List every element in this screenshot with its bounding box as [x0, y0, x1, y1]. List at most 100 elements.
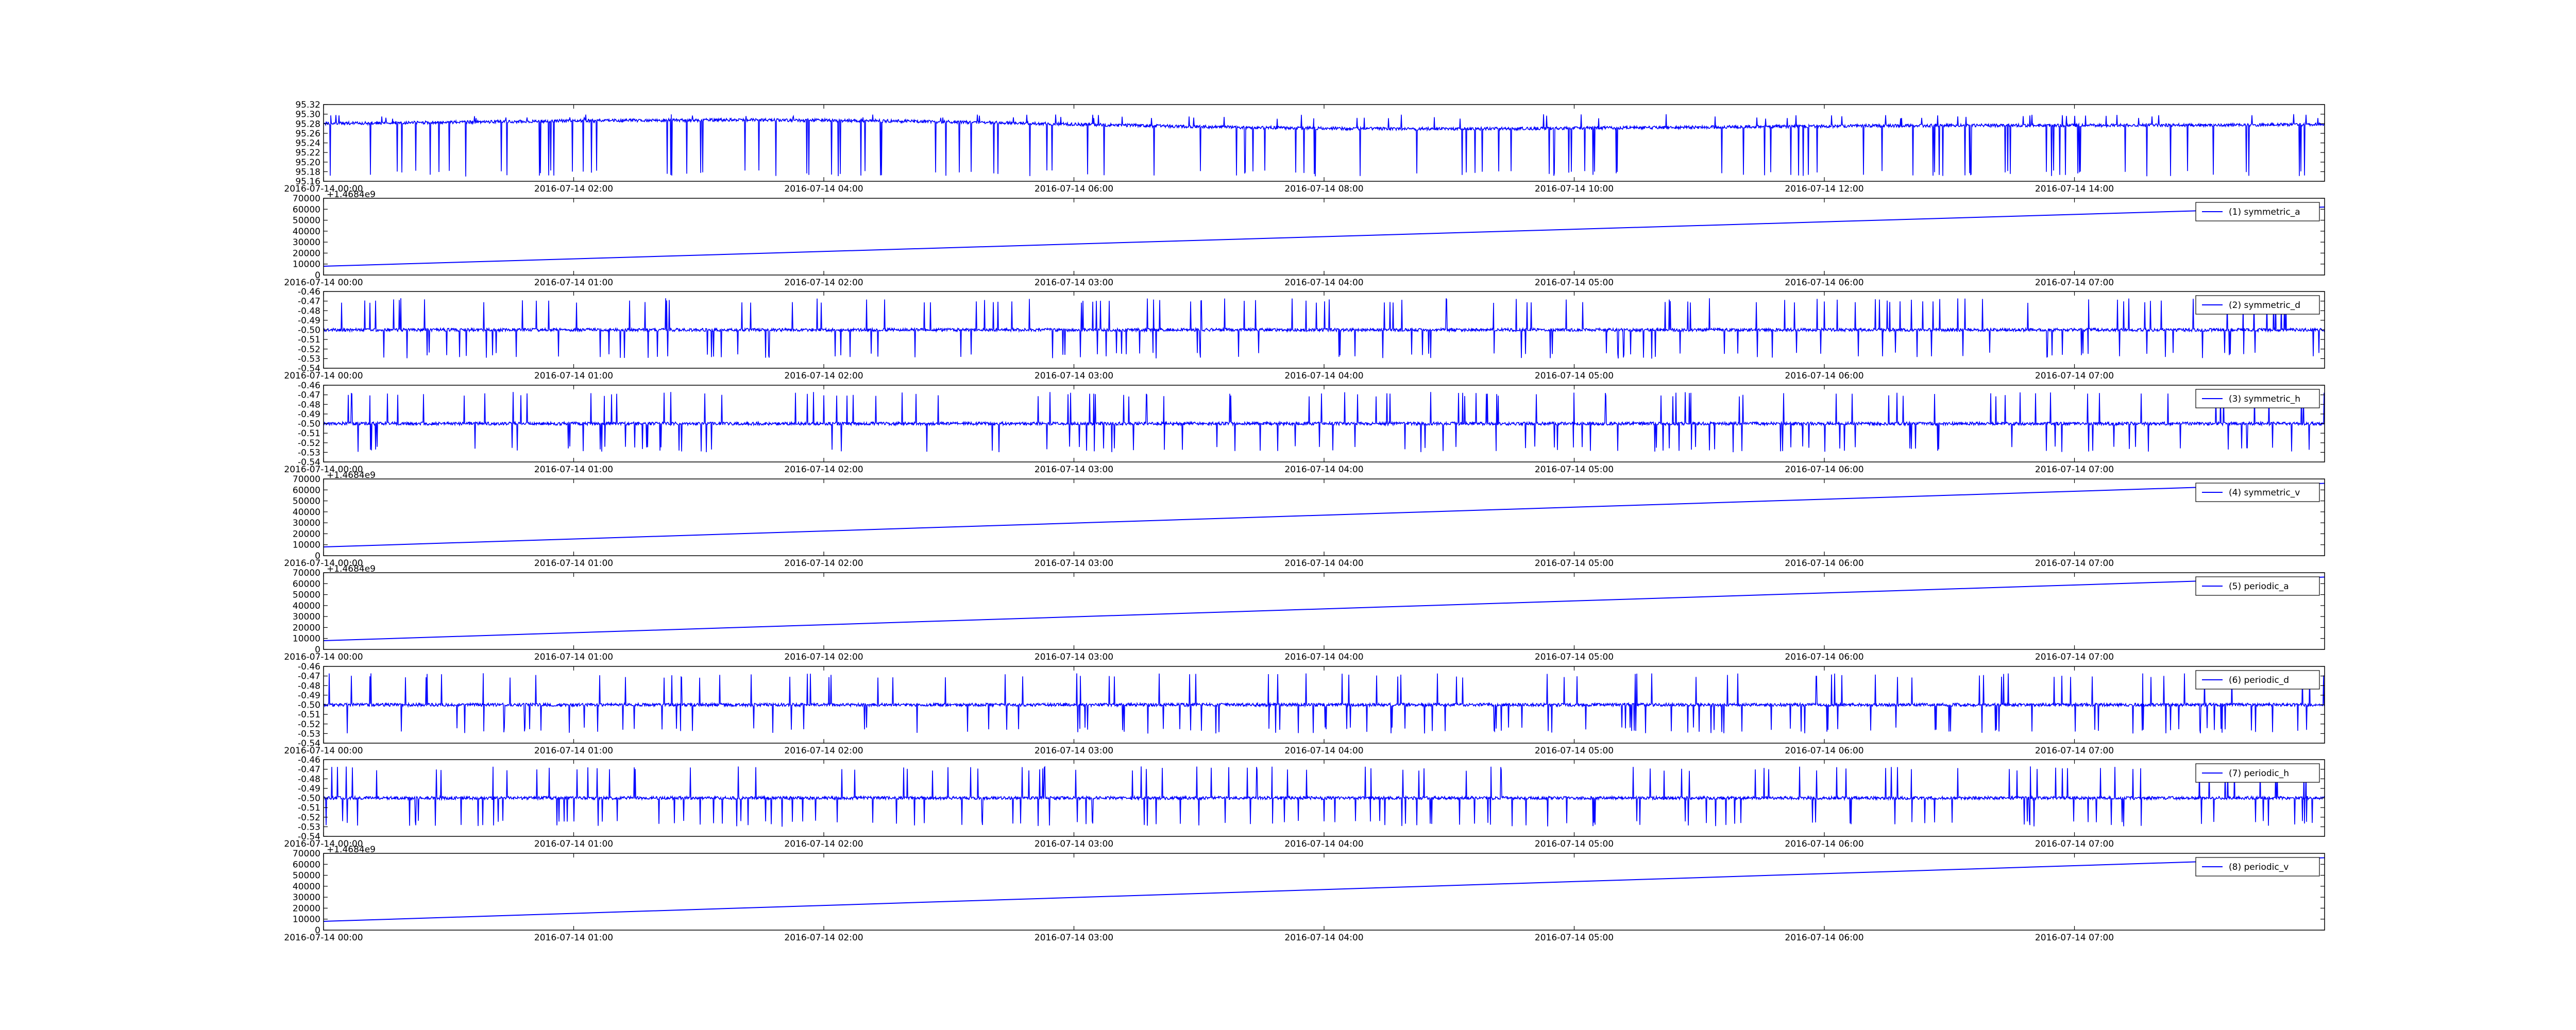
y-tick-label: -0.53 — [298, 822, 320, 832]
axis-offset-label: +1.4684e9 — [327, 190, 376, 200]
y-tick-label: 0 — [315, 645, 320, 655]
x-tick-label: 2016-07-14 04:00 — [1284, 933, 1363, 943]
y-tick-label: 70000 — [293, 194, 320, 204]
x-tick-label: 2016-07-14 06:00 — [1785, 558, 1863, 569]
series-line — [324, 207, 2325, 267]
x-tick-label: 2016-07-14 01:00 — [534, 465, 613, 475]
x-tick-label: 2016-07-14 06:00 — [1785, 465, 1863, 475]
y-tick-label: -0.50 — [298, 325, 320, 336]
y-tick-label: 60000 — [293, 579, 320, 589]
y-tick-label: 50000 — [293, 871, 320, 881]
y-tick-label: -0.53 — [298, 448, 320, 458]
legend: (1) symmetric_a — [2195, 202, 2320, 221]
y-tick-label: -0.52 — [298, 345, 320, 355]
y-tick-label: 20000 — [293, 248, 320, 259]
axes-frame — [323, 478, 2325, 556]
x-tick-label: 2016-07-14 05:00 — [1535, 465, 1614, 475]
y-tick-label: 10000 — [293, 540, 320, 551]
legend-box — [2195, 389, 2320, 408]
y-tick-label: 40000 — [293, 507, 320, 518]
y-tick-label: 95.30 — [295, 110, 320, 120]
y-tick-label: -0.46 — [298, 662, 320, 672]
axis-offset-label: +1.4684e9 — [327, 470, 376, 480]
y-tick-label: 0 — [315, 925, 320, 936]
x-tick-label: 2016-07-14 00:00 — [284, 465, 363, 475]
y-tick-label: -0.49 — [298, 784, 320, 794]
axes-frame — [323, 853, 2325, 931]
x-tick-label: 2016-07-14 05:00 — [1535, 933, 1614, 943]
subplot-4: -0.54-0.53-0.52-0.51-0.50-0.49-0.48-0.47… — [284, 381, 2325, 475]
x-tick-label: 2016-07-14 01:00 — [534, 746, 613, 756]
y-tick-label: 40000 — [293, 882, 320, 892]
y-tick-label: -0.50 — [298, 794, 320, 804]
legend-label: (3) symmetric_h — [2229, 394, 2300, 404]
legend: (3) symmetric_h — [2195, 389, 2320, 408]
axis-offset-label: +1.4684e9 — [327, 845, 376, 855]
y-tick-label: 0 — [315, 270, 320, 281]
x-tick-label: 2016-07-14 04:00 — [784, 184, 863, 194]
y-tick-label: -0.48 — [298, 774, 320, 784]
x-tick-label: 2016-07-14 04:00 — [1284, 558, 1363, 569]
x-tick-label: 2016-07-14 06:00 — [1785, 652, 1863, 662]
y-tick-label: -0.51 — [298, 428, 320, 439]
y-tick-label: 30000 — [293, 612, 320, 622]
y-tick-label: 60000 — [293, 204, 320, 215]
x-tick-label: 2016-07-14 03:00 — [1035, 933, 1113, 943]
x-tick-label: 2016-07-14 14:00 — [2035, 184, 2114, 194]
x-tick-label: 2016-07-14 06:00 — [1785, 371, 1863, 381]
legend-label: (8) periodic_v — [2229, 862, 2289, 872]
x-tick-label: 2016-07-14 04:00 — [1284, 839, 1363, 849]
y-tick-label: -0.52 — [298, 719, 320, 730]
y-tick-label: 60000 — [293, 485, 320, 495]
y-tick-label: -0.47 — [298, 672, 320, 682]
legend: (2) symmetric_d — [2195, 295, 2320, 315]
y-tick-label: 95.16 — [295, 177, 320, 187]
x-tick-label: 2016-07-14 03:00 — [1035, 371, 1113, 381]
y-tick-label: 95.24 — [295, 139, 320, 149]
y-tick-label: 95.20 — [295, 158, 320, 168]
x-tick-label: 2016-07-14 01:00 — [534, 652, 613, 662]
y-tick-label: -0.50 — [298, 419, 320, 430]
x-tick-label: 2016-07-14 00:00 — [284, 371, 363, 381]
legend: (7) periodic_h — [2195, 763, 2320, 783]
x-tick-label: 2016-07-14 07:00 — [2035, 652, 2114, 662]
y-tick-label: -0.47 — [298, 765, 320, 775]
x-tick-label: 2016-07-14 02:00 — [784, 933, 863, 943]
x-tick-label: 2016-07-14 02:00 — [784, 746, 863, 756]
x-tick-label: 2016-07-14 05:00 — [1535, 652, 1614, 662]
x-tick-label: 2016-07-14 05:00 — [1535, 371, 1614, 381]
y-tick-label: 10000 — [293, 634, 320, 644]
y-tick-label: -0.47 — [298, 297, 320, 307]
y-tick-label: 10000 — [293, 915, 320, 925]
y-tick-label: -0.51 — [298, 710, 320, 720]
x-tick-label: 2016-07-14 01:00 — [534, 839, 613, 849]
x-tick-label: 2016-07-14 02:00 — [784, 558, 863, 569]
y-tick-label: -0.48 — [298, 306, 320, 316]
y-tick-label: 95.18 — [295, 167, 320, 177]
y-tick-label: -0.53 — [298, 729, 320, 739]
x-tick-label: 2016-07-14 01:00 — [534, 371, 613, 381]
axes-frame — [323, 572, 2325, 650]
y-tick-label: 0 — [315, 551, 320, 561]
y-tick-label: 95.28 — [295, 119, 320, 129]
x-tick-label: 2016-07-14 10:00 — [1535, 184, 1614, 194]
y-tick-label: 50000 — [293, 590, 320, 600]
y-tick-label: 20000 — [293, 623, 320, 633]
y-tick-label: 70000 — [293, 568, 320, 578]
x-tick-label: 2016-07-14 00:00 — [284, 933, 363, 943]
x-tick-label: 2016-07-14 05:00 — [1535, 746, 1614, 756]
x-tick-label: 2016-07-14 04:00 — [1284, 465, 1363, 475]
y-tick-label: 70000 — [293, 474, 320, 485]
legend-label: (1) symmetric_a — [2229, 207, 2300, 217]
y-tick-label: -0.49 — [298, 691, 320, 701]
y-tick-label: -0.54 — [298, 739, 320, 749]
y-tick-label: -0.54 — [298, 457, 320, 468]
y-tick-label: -0.47 — [298, 390, 320, 401]
x-tick-label: 2016-07-14 07:00 — [2035, 746, 2114, 756]
y-tick-label: -0.46 — [298, 755, 320, 765]
y-tick-label: 95.32 — [295, 100, 320, 110]
subplot-1: 95.1695.1895.2095.2295.2495.2695.2895.30… — [284, 100, 2325, 194]
x-tick-label: 2016-07-14 06:00 — [1785, 746, 1863, 756]
legend: (4) symmetric_v — [2195, 483, 2320, 502]
